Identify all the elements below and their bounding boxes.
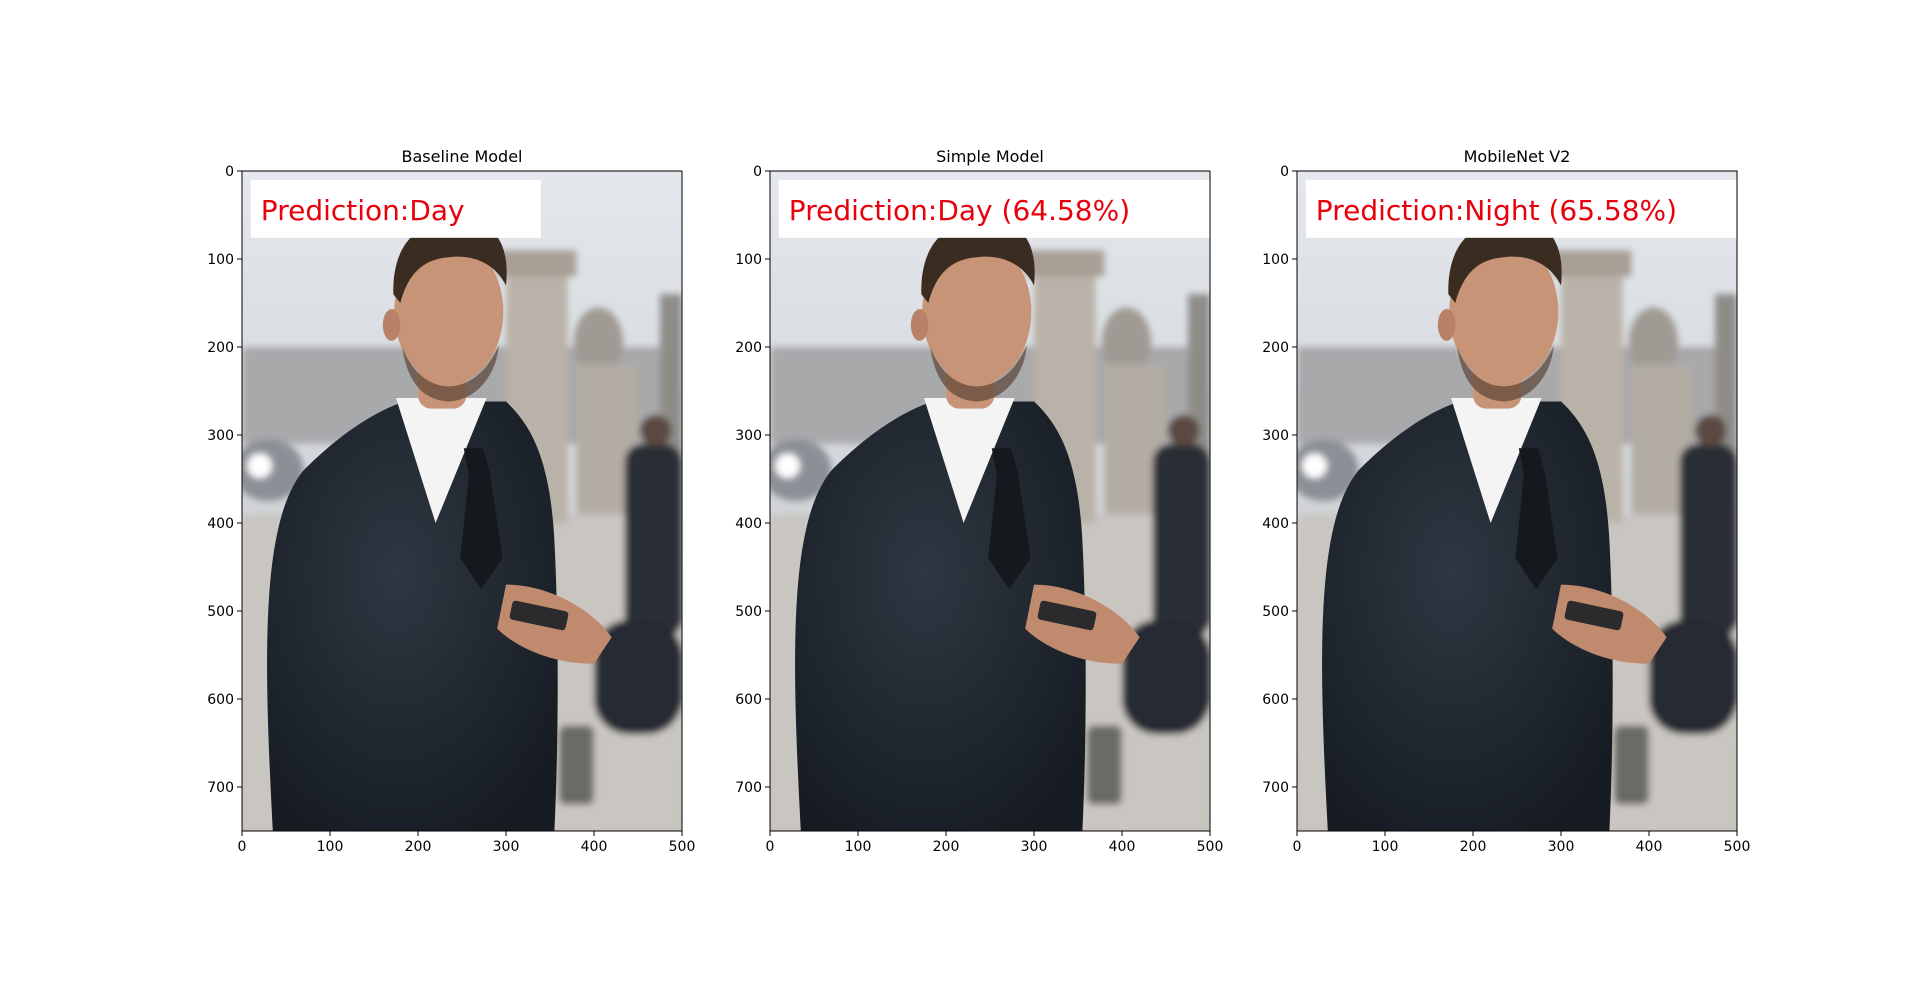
face [1449,239,1559,384]
hair [1448,219,1562,303]
y-tick-label: 400 [207,516,234,532]
face [394,239,504,384]
prediction-box [250,179,541,238]
y-tick-label: 0 [753,164,762,180]
x-tick-label: 400 [581,839,608,855]
photo-2 [770,171,1210,831]
y-tick-label: 600 [735,692,762,708]
hair [921,219,1035,303]
ear [382,309,401,341]
x-tick-label: 100 [317,839,344,855]
x-tick-label: 500 [1724,839,1751,855]
shirt-collar [924,398,1015,523]
y-tick-label: 0 [1280,164,1289,180]
x-tick-label: 0 [238,839,247,855]
y-tick-label: 300 [207,428,234,444]
person [267,219,612,831]
x-tick-label: 300 [493,839,520,855]
y-tick-label: 700 [1262,780,1289,796]
x-tick-label: 400 [1636,839,1663,855]
y-tick-label: 400 [735,516,762,532]
y-tick-label: 200 [735,340,762,356]
beard [930,345,1027,402]
y-tick-label: 400 [1262,516,1289,532]
panel-title: MobileNet V2 [1464,147,1571,166]
y-tick-label: 500 [207,604,234,620]
x-tick-label: 200 [1460,839,1487,855]
axes-frame [241,170,683,832]
panel-title: Simple Model [936,147,1044,166]
necktie [1515,448,1558,589]
person [795,219,1140,831]
phone [1037,600,1097,631]
photo-1 [242,171,682,831]
shirt-collar [1451,398,1542,523]
y-tick-label: 100 [735,252,762,268]
y-tick-label: 100 [207,252,234,268]
y-tick-label: 500 [1262,604,1289,620]
y-tick-label: 200 [207,340,234,356]
y-tick-label: 300 [1262,428,1289,444]
x-tick-label: 200 [405,839,432,855]
axes-frame [769,170,1211,832]
hair [393,219,507,303]
y-tick-label: 300 [735,428,762,444]
person [1322,219,1667,831]
x-tick-label: 0 [1293,839,1302,855]
ear [910,309,929,341]
x-tick-label: 300 [1021,839,1048,855]
face [922,239,1032,384]
y-tick-label: 700 [735,780,762,796]
y-tick-label: 500 [735,604,762,620]
x-tick-label: 200 [933,839,960,855]
prediction-box [1305,179,1748,238]
subplot-3: Prediction:Night (65.58%) MobileNet V2 0 10… [1262,147,1750,855]
ear [1437,309,1456,341]
phone [509,600,569,631]
necktie [460,448,503,589]
subplot-1: Prediction:Day Baseline Model 0 100 200 300 40… [207,147,695,855]
necktie [988,448,1031,589]
y-tick-label: 200 [1262,340,1289,356]
x-tick-label: 500 [669,839,696,855]
prediction-box [778,179,1221,238]
phone [1564,600,1624,631]
shirt-collar [396,398,487,523]
x-tick-label: 300 [1548,839,1575,855]
y-tick-label: 600 [207,692,234,708]
y-tick-label: 0 [225,164,234,180]
y-tick-label: 100 [1262,252,1289,268]
prediction-label: Prediction:Day [261,194,465,227]
x-tick-label: 100 [845,839,872,855]
x-tick-label: 100 [1372,839,1399,855]
prediction-label: Prediction:Day (64.58%) [789,194,1130,227]
axes-frame [1296,170,1738,832]
subplot-2: Prediction:Day (64.58%) Simple Model 0 100 2… [735,147,1223,855]
beard [402,345,499,402]
panel-title: Baseline Model [402,147,523,166]
y-tick-label: 700 [207,780,234,796]
x-tick-label: 500 [1197,839,1224,855]
prediction-label: Prediction:Night (65.58%) [1316,194,1677,227]
photo-3 [1297,171,1737,831]
beard [1457,345,1554,402]
x-tick-label: 0 [766,839,775,855]
y-tick-label: 600 [1262,692,1289,708]
x-tick-label: 400 [1109,839,1136,855]
